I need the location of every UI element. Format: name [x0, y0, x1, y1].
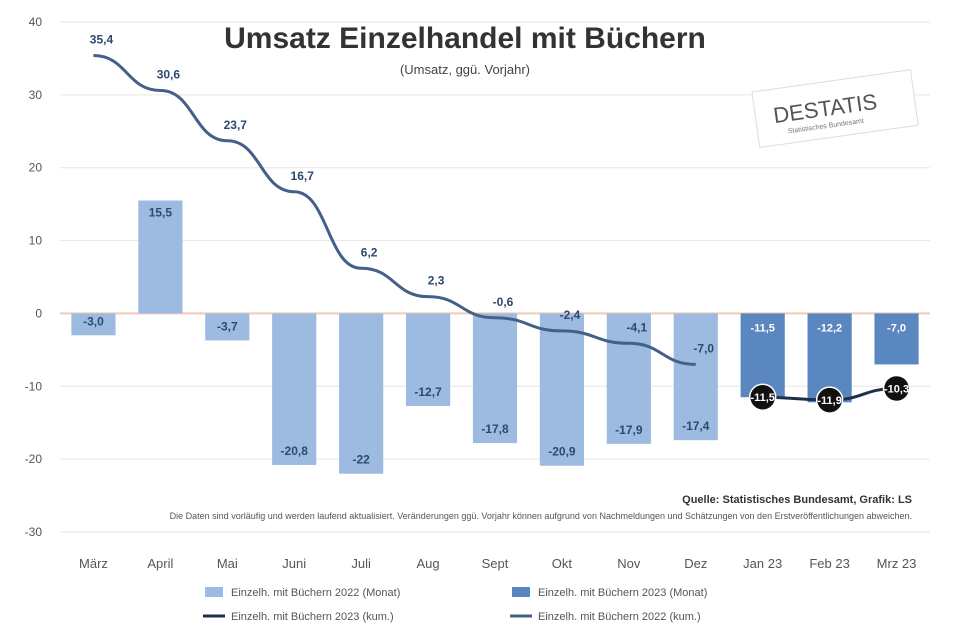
bar: [606, 313, 651, 444]
lines: -11,5 -11,9 -10,3 35,4 30,6 23,7 16,7 6,2 2,3 -0,…: [90, 33, 911, 414]
source-text: Quelle: Statistisches Bundesamt, Grafik:…: [682, 494, 912, 506]
line-data-label: 30,6: [157, 67, 181, 81]
bar: [272, 313, 317, 465]
x-tick-label: Juni: [282, 556, 306, 571]
bar-data-label: -20,8: [281, 444, 309, 458]
chart-title: Umsatz Einzelhandel mit Büchern: [224, 22, 706, 55]
y-tick-label: -10: [25, 379, 43, 393]
bar: [874, 313, 919, 365]
y-tick-label: 10: [29, 234, 43, 248]
line-data-label: 23,7: [224, 118, 248, 132]
bar: [405, 313, 451, 406]
line-data-label: 16,7: [291, 169, 315, 183]
bar: [740, 313, 785, 398]
legend-label: Einzelh. mit Büchern 2022 (Monat): [231, 587, 400, 599]
bar: [539, 313, 585, 466]
line-point: [882, 374, 911, 403]
line-data-label: -10,3: [884, 383, 909, 395]
bar: [138, 200, 183, 314]
y-tick-label: -30: [25, 525, 43, 539]
y-tick-label: 20: [29, 161, 43, 175]
bar: [472, 313, 518, 444]
line-point: [815, 386, 844, 414]
bar-data-label: -7,0: [887, 322, 906, 334]
line-data-label: -11,5: [750, 392, 774, 404]
bar-data-label: -17,9: [615, 423, 643, 437]
line-data-label: -0,6: [493, 295, 514, 309]
x-tick-label: Okt: [552, 556, 573, 571]
x-tick-label: Juli: [351, 556, 371, 571]
destatis-logo: DESTATIS Statistisches Bundesamt: [751, 69, 919, 149]
legend-label: Einzelh. mit Büchern 2023 (Monat): [538, 587, 707, 599]
y-tick-label: 0: [35, 306, 42, 320]
x-tick-label: März: [79, 556, 108, 571]
x-tick-label: April: [147, 556, 173, 571]
x-tick-label: Mai: [217, 556, 238, 571]
bar-data-label: -12,7: [414, 385, 442, 399]
bar-data-label: -22: [352, 453, 370, 467]
y-axis: -30 -20 -10 0 10 20 30 40: [25, 15, 43, 539]
x-tick-label: Dez: [684, 556, 707, 571]
bar-data-label: -17,4: [682, 419, 710, 433]
bar-data-label: -17,8: [481, 422, 509, 436]
bar-data-label: 15,5: [149, 206, 173, 220]
y-tick-label: 40: [29, 15, 43, 29]
x-tick-label: Feb 23: [809, 556, 849, 571]
data-labels: -3,0 15,5 -3,7 -20,8 -22 -12,7 -17,8 -20,9 -17,9…: [83, 206, 906, 467]
line-data-label: -7,0: [693, 341, 714, 355]
footnote-text: Die Daten sind vorläufig und werden lauf…: [170, 511, 912, 521]
x-axis: März April Mai Juni Juli Aug Sept Okt Nov Dez Jan …: [79, 556, 916, 571]
chart-subtitle: (Umsatz, ggü. Vorjahr): [400, 62, 530, 77]
legend-label: Einzelh. mit Büchern 2023 (kum.): [231, 611, 394, 623]
legend-label: Einzelh. mit Büchern 2022 (kum.): [538, 611, 701, 623]
bar: [71, 313, 116, 336]
x-tick-label: Jan 23: [743, 556, 782, 571]
y-tick-label: 30: [29, 88, 43, 102]
bar-data-label: -3,0: [83, 314, 104, 328]
bar-data-label: -3,7: [217, 319, 238, 333]
line-data-label: -4,1: [627, 320, 648, 334]
x-tick-label: Nov: [617, 556, 641, 571]
x-tick-label: Mrz 23: [877, 556, 917, 571]
series-line: [93, 54, 696, 366]
bar: [205, 313, 250, 341]
x-tick-label: Sept: [482, 556, 509, 571]
legend-swatch: [205, 587, 223, 597]
bar: [339, 313, 384, 474]
y-tick-label: -20: [25, 452, 43, 466]
bar: [673, 313, 718, 441]
line-data-label: 2,3: [428, 274, 445, 288]
x-tick-label: Aug: [417, 556, 440, 571]
line-data-label: -2,4: [560, 308, 581, 322]
legend: Einzelh. mit Büchern 2022 (Monat) Einzelh…: [203, 587, 707, 623]
bar-data-label: -12,2: [817, 322, 842, 334]
line-data-label: 6,2: [361, 245, 378, 259]
line-data-label: -11,9: [817, 395, 841, 407]
bars: [71, 200, 919, 474]
line-data-label: 35,4: [90, 33, 114, 47]
legend-swatch: [512, 587, 530, 597]
line-point: [748, 383, 777, 411]
bar-data-label: -11,5: [750, 322, 774, 334]
bar-data-label: -20,9: [548, 445, 576, 459]
